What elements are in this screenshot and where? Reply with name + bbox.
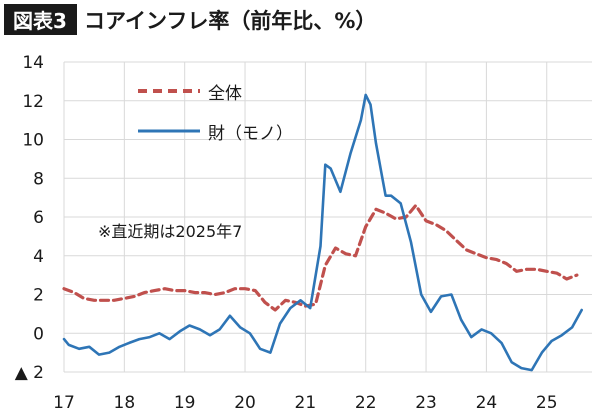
y-axis-ticks: 14 12 10 8 6 4 2 0 ▲ 2 bbox=[15, 53, 44, 383]
series-line-zai bbox=[62, 93, 584, 372]
x-tick-label: 21 bbox=[295, 393, 317, 413]
grid bbox=[63, 61, 592, 373]
x-tick-label: 22 bbox=[355, 393, 377, 413]
figure-label: 図表3 bbox=[13, 9, 67, 33]
figure-label-box bbox=[4, 4, 77, 35]
x-tick-label: 23 bbox=[415, 393, 437, 413]
y-tick-label: 14 bbox=[22, 53, 44, 73]
x-axis-ticks: 17 18 19 20 21 22 23 24 25 bbox=[53, 393, 557, 413]
series bbox=[62, 93, 584, 372]
chart-title: コアインフレ率（前年比、%） bbox=[84, 9, 376, 33]
y-tick-label: 2 bbox=[33, 286, 44, 306]
legend: 全体 財（モノ） bbox=[138, 84, 293, 144]
x-tick-label: 18 bbox=[114, 393, 136, 413]
y-tick-label: 8 bbox=[33, 169, 44, 189]
x-tick-label: 19 bbox=[174, 393, 196, 413]
x-tick-label: 24 bbox=[476, 393, 498, 413]
y-tick-label: 10 bbox=[22, 131, 44, 151]
series-line-zentai bbox=[62, 203, 579, 312]
x-tick-label: 17 bbox=[53, 393, 75, 413]
y-tick-label: ▲ 2 bbox=[15, 363, 44, 383]
legend-label-zai: 財（モノ） bbox=[208, 124, 293, 144]
y-tick-label: 6 bbox=[33, 208, 44, 228]
y-tick-label: 0 bbox=[33, 324, 44, 344]
x-tick-label: 20 bbox=[234, 393, 256, 413]
chart-note: ※直近期は2025年7 bbox=[98, 222, 242, 241]
y-tick-label: 4 bbox=[33, 247, 44, 267]
y-tick-label: 12 bbox=[22, 92, 44, 112]
legend-label-zentai: 全体 bbox=[208, 84, 242, 104]
x-tick-label: 25 bbox=[536, 393, 558, 413]
